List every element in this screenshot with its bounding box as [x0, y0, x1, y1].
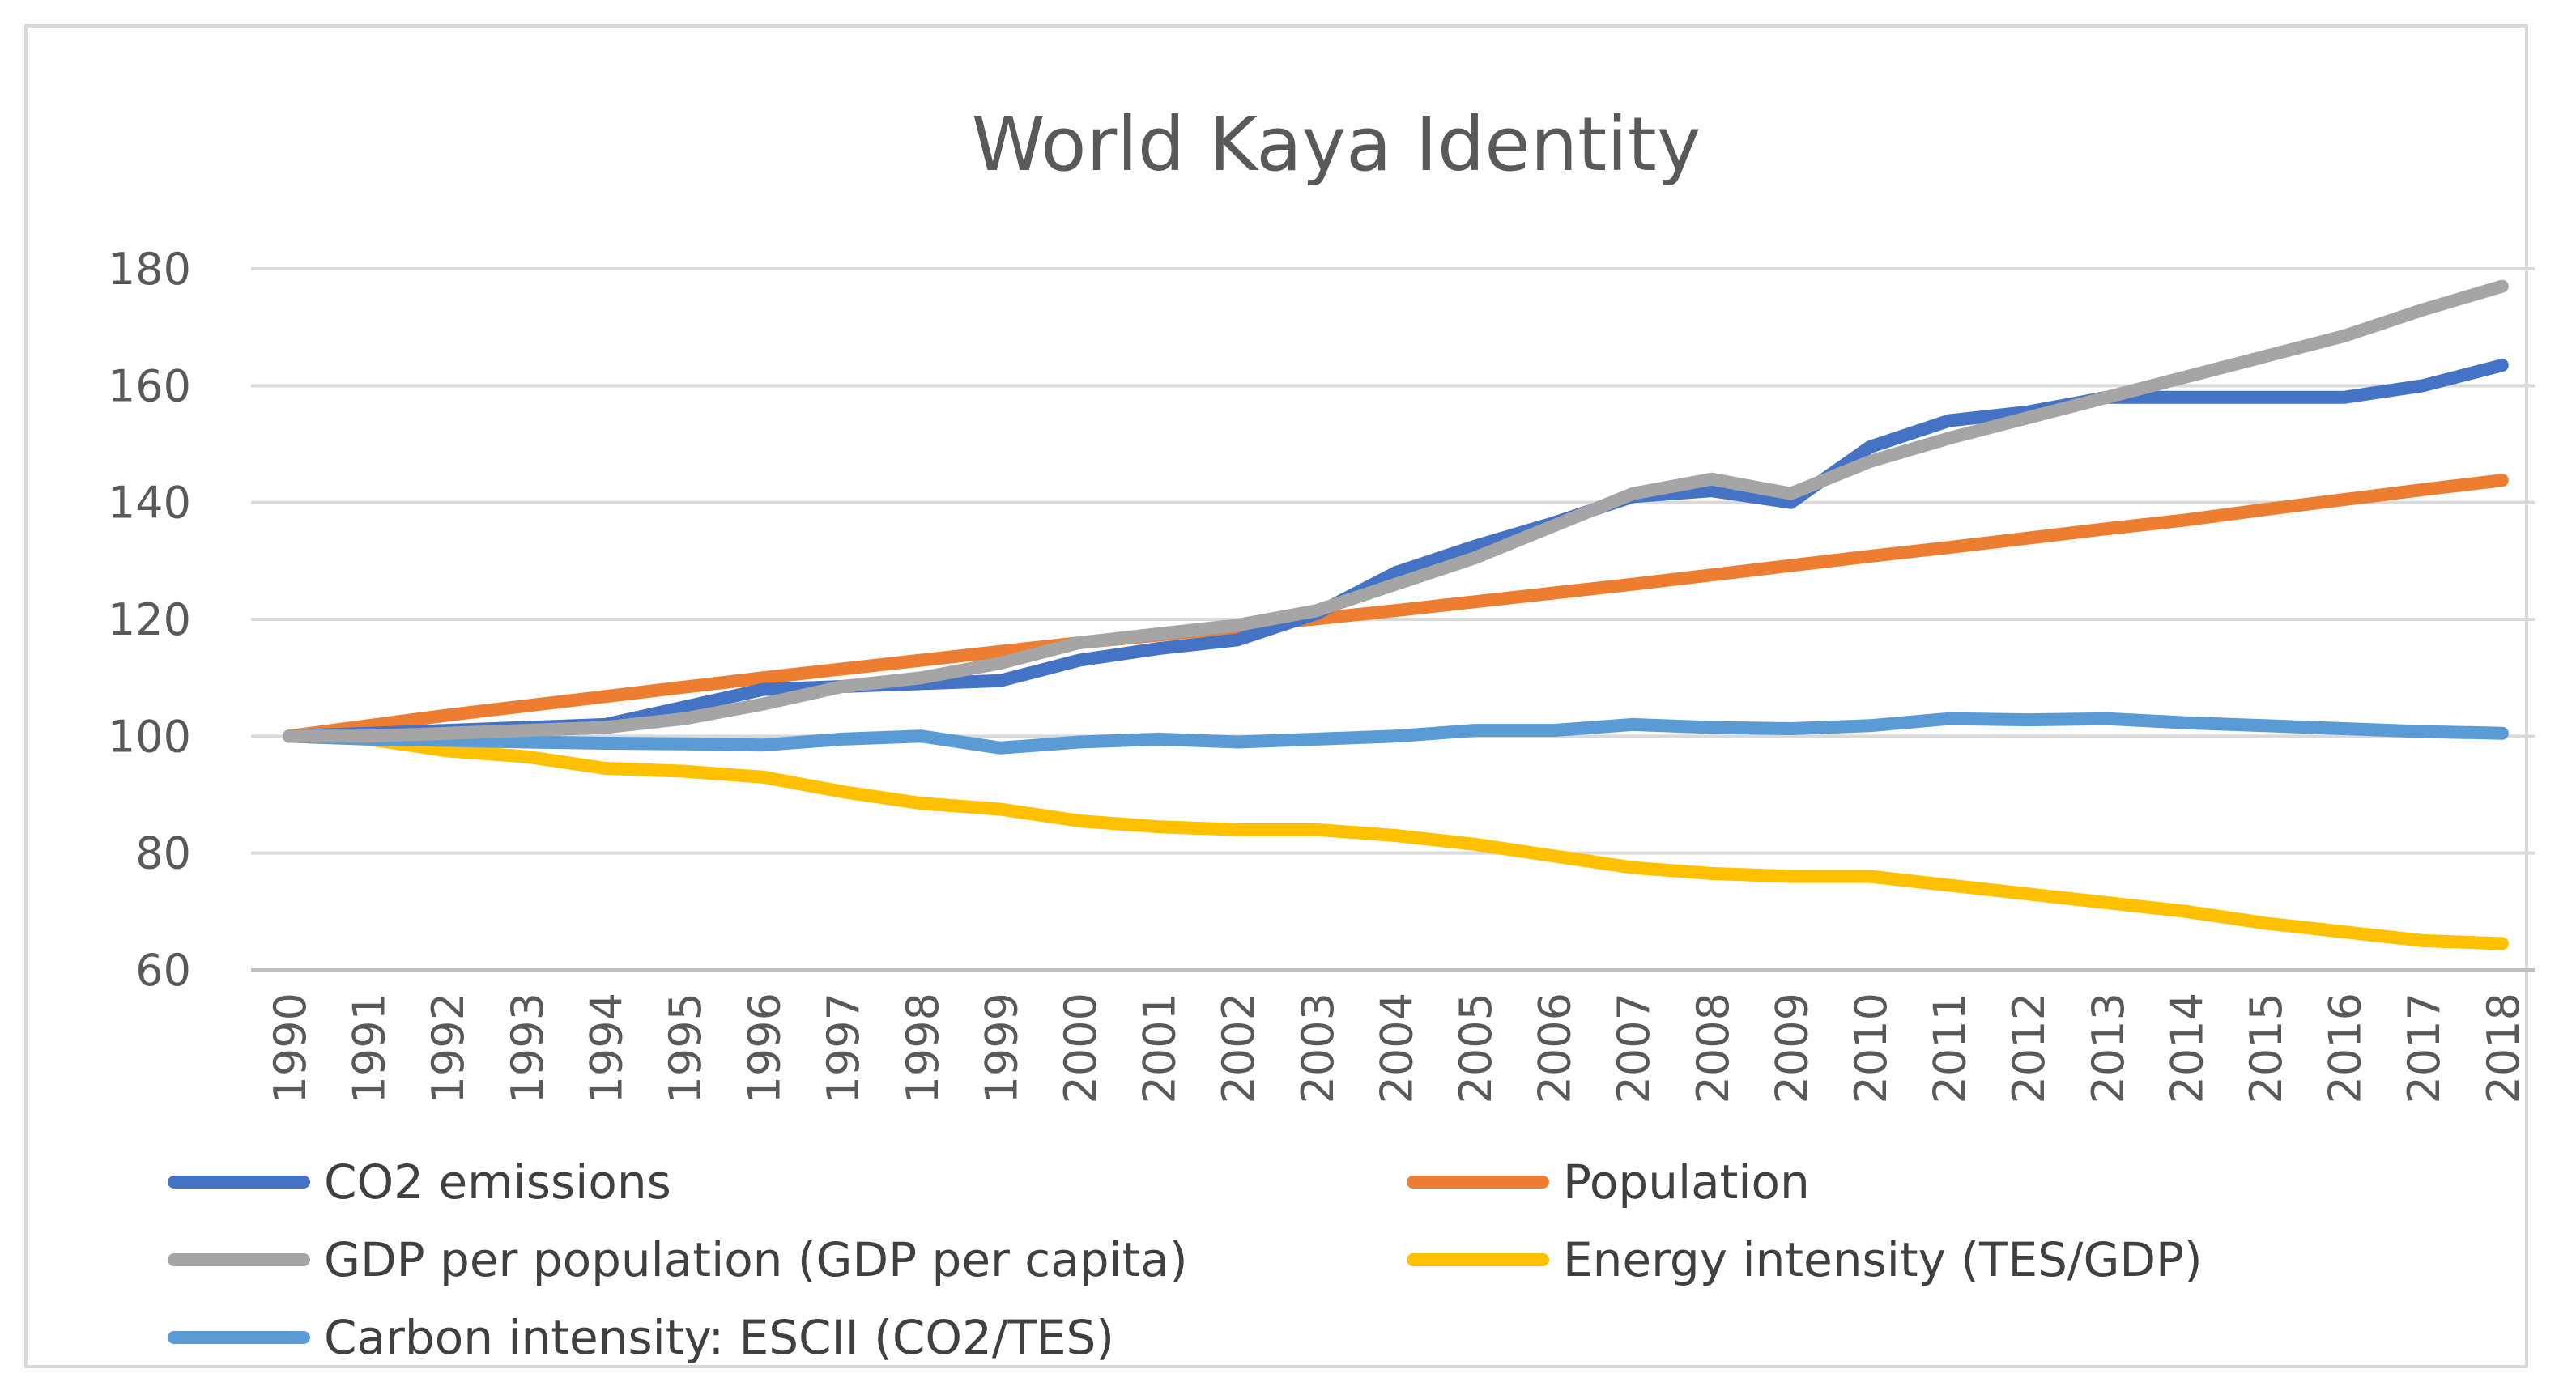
x-tick-label: 2016	[2320, 993, 2371, 1103]
legend: CO2 emissions Population GDP per populatio…	[168, 1154, 2203, 1365]
x-tick-label: 2011	[1925, 993, 1976, 1103]
y-tick-label: 140	[108, 478, 191, 529]
x-tick-label: 2010	[1846, 993, 1897, 1103]
series-line-2	[283, 279, 2509, 743]
legend-item: CO2 emissions	[168, 1154, 671, 1210]
chart-title: World Kaya Identity	[972, 101, 1701, 188]
y-tick-label: 100	[108, 711, 191, 762]
x-tick-label: 2009	[1766, 993, 1817, 1103]
x-tick-label: 2018	[2478, 993, 2529, 1103]
x-tick-label: 1998	[897, 993, 948, 1103]
y-tick-label: 180	[108, 244, 191, 295]
x-tick-label: 2017	[2399, 993, 2450, 1103]
x-tick-label: 1997	[818, 993, 869, 1103]
y-tick-label: 80	[135, 828, 191, 879]
y-tick-label: 60	[135, 945, 191, 996]
x-tick-label: 1990	[265, 993, 316, 1103]
y-axis-ticks: 60 80 100 120 140 160 180	[108, 244, 191, 996]
legend-label: CO2 emissions	[324, 1154, 671, 1210]
x-tick-label: 1991	[344, 993, 395, 1103]
legend-label: Population	[1563, 1154, 1810, 1210]
legend-item: Energy intensity (TES/GDP)	[1407, 1232, 2203, 1287]
series-line-0	[283, 359, 2509, 743]
x-tick-label: 2004	[1371, 993, 1422, 1103]
x-tick-label: 2012	[2003, 993, 2054, 1103]
x-tick-label: 2008	[1688, 993, 1739, 1103]
x-tick-label: 2014	[2161, 993, 2212, 1103]
series-line-4	[283, 712, 2509, 755]
y-tick-label: 160	[108, 360, 191, 411]
legend-item: Population	[1407, 1154, 1810, 1210]
x-tick-label: 2006	[1530, 993, 1581, 1103]
y-tick-label: 120	[108, 594, 191, 645]
legend-label: Carbon intensity: ESCII (CO2/TES)	[324, 1310, 1114, 1365]
legend-label: Energy intensity (TES/GDP)	[1563, 1232, 2203, 1287]
series-lines	[283, 279, 2509, 950]
x-tick-label: 1993	[502, 993, 553, 1103]
legend-label: GDP per population (GDP per capita)	[324, 1232, 1188, 1287]
series-line-3	[283, 729, 2509, 950]
x-tick-label: 2000	[1055, 993, 1106, 1103]
x-tick-label: 1992	[423, 993, 474, 1103]
x-tick-label: 1999	[976, 993, 1027, 1103]
x-tick-label: 2001	[1135, 993, 1186, 1103]
x-tick-label: 2002	[1213, 993, 1264, 1103]
legend-item: GDP per population (GDP per capita)	[168, 1232, 1188, 1287]
x-tick-label: 1994	[581, 993, 632, 1103]
series-line-1	[283, 474, 2509, 743]
legend-item: Carbon intensity: ESCII (CO2/TES)	[168, 1310, 1114, 1365]
x-tick-label: 2003	[1292, 993, 1343, 1103]
chart-frame	[24, 24, 2528, 1368]
x-axis-ticks: 1990 1991 1992 1993 1994 1995 1996 1997 1998 1999…	[265, 993, 2529, 1103]
x-tick-label: 1996	[739, 993, 790, 1103]
x-tick-label: 2013	[2083, 993, 2134, 1103]
x-tick-label: 1995	[660, 993, 711, 1103]
x-tick-label: 2015	[2241, 993, 2292, 1103]
x-tick-label: 2005	[1450, 993, 1501, 1103]
x-tick-label: 2007	[1608, 993, 1659, 1103]
